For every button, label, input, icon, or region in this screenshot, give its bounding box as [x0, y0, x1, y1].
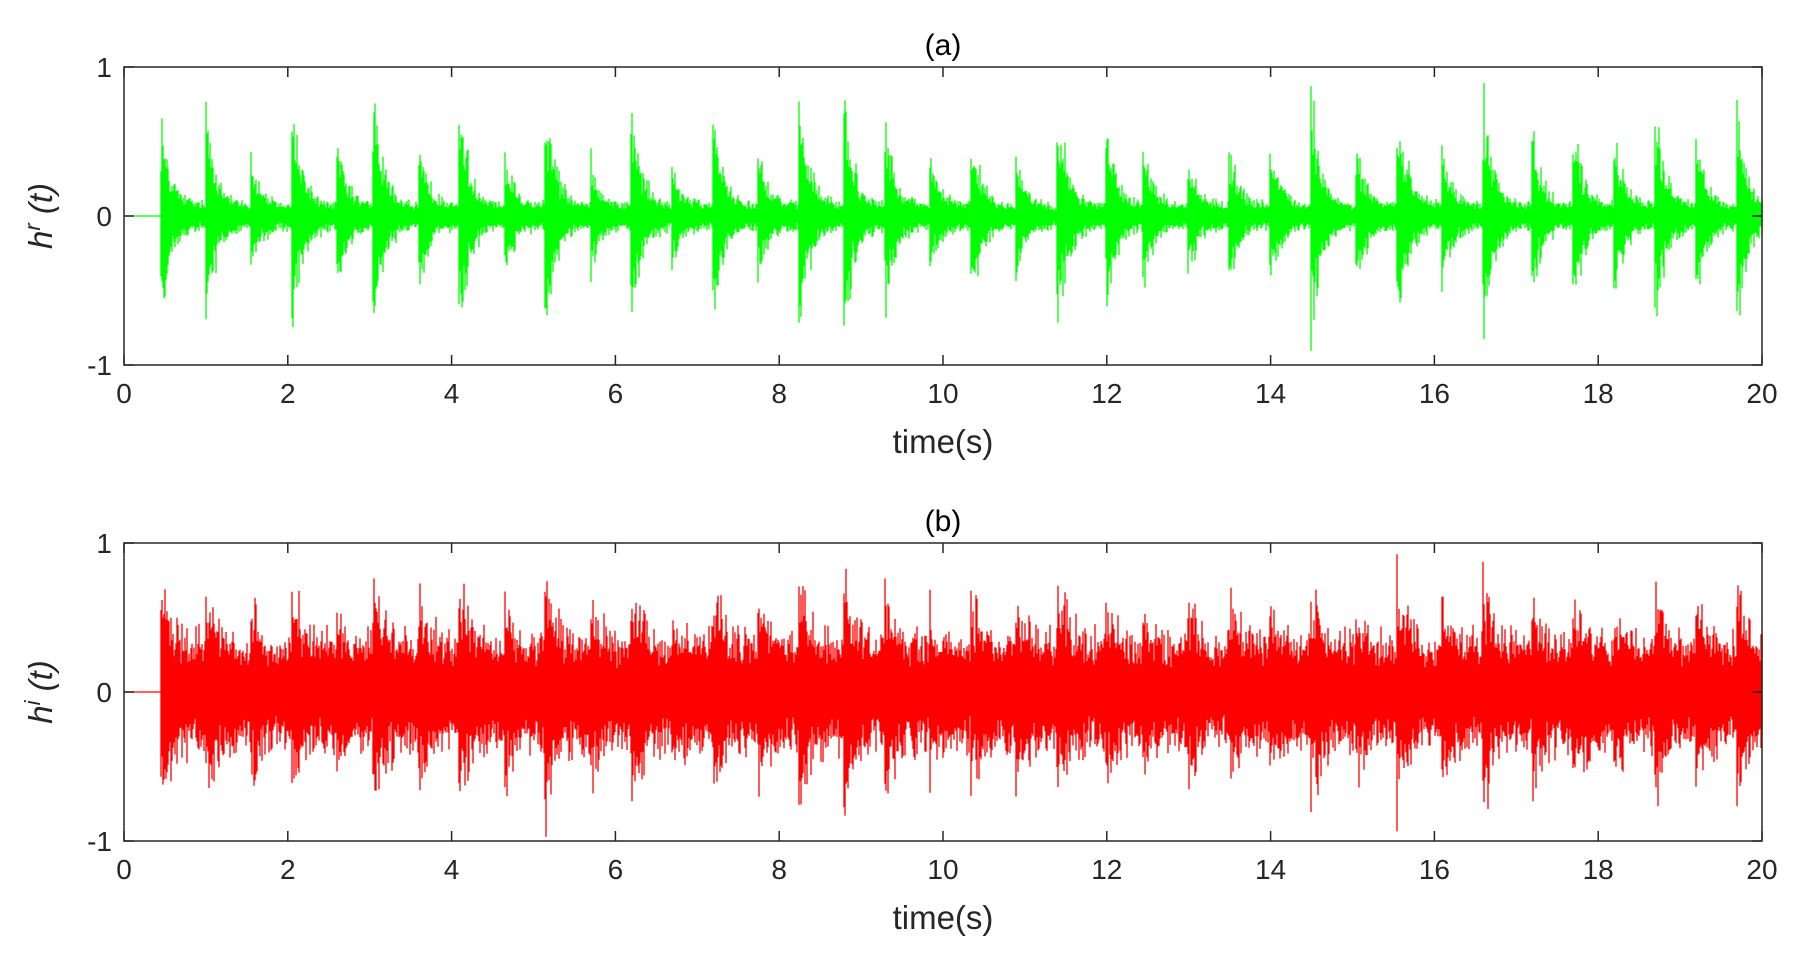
panel-b-axes	[123, 542, 1763, 842]
panel-a-y-axis-label: hr (t)	[20, 183, 60, 249]
panel-a-x-tick-label: 16	[1419, 378, 1450, 409]
panel-a-x-tick-label: 20	[1746, 378, 1777, 409]
panel-a-y-tick-label: -1	[87, 350, 112, 381]
panel-b-x-tick-label: 4	[444, 854, 460, 885]
panel-a-x-tick-label: 18	[1583, 378, 1614, 409]
panel-a-signal-path	[124, 83, 1763, 351]
panel-b-x-tick-label: 2	[280, 854, 296, 885]
panel-b-y-axis-label-superscript: i	[20, 699, 45, 705]
panel-a-x-tick-label: 6	[608, 378, 624, 409]
panel-b: (b) 0 2 4 6 8 10 12 14 16 18 20 -101 time(s) hi (t…	[20, 505, 1778, 936]
panel-a-y-axis-label-base: h	[22, 231, 59, 249]
panel-b-y-axis-label-base: h	[22, 705, 59, 723]
panel-a-x-tick-label: 8	[771, 378, 787, 409]
panel-a-x-tick-label: 4	[444, 378, 460, 409]
panel-a-y-axis-label-superscript: r	[20, 222, 45, 231]
panel-b-x-tick-label: 18	[1583, 854, 1614, 885]
panel-b-y-axis-label-rest: (t)	[22, 660, 59, 700]
panel-b-x-tick-label: 8	[771, 854, 787, 885]
panel-b-x-tick-label: 20	[1746, 854, 1777, 885]
panel-a-y-axis-label-rest: (t)	[22, 183, 59, 223]
panel-a-title: (a)	[925, 29, 962, 62]
panel-a-x-tick-label: 10	[927, 378, 958, 409]
panel-b-x-tick-labels: 0 2 4 6 8 10 12 14 16 18 20	[116, 854, 1777, 885]
panel-b-x-axis-label: time(s)	[893, 899, 994, 936]
panel-a-x-tick-labels: 0 2 4 6 8 10 12 14 16 18 20	[116, 378, 1777, 409]
panel-a-x-tick-label: 0	[116, 378, 132, 409]
panel-a-x-tick-label: 14	[1255, 378, 1286, 409]
panel-b-x-tick-label: 16	[1419, 854, 1450, 885]
panel-b-x-tick-label: 6	[608, 854, 624, 885]
panel-b-x-tick-label: 12	[1091, 854, 1122, 885]
panel-a-y-tick-label: 1	[96, 52, 112, 83]
panel-a-x-tick-label: 2	[280, 378, 296, 409]
panel-b-title: (b)	[925, 505, 962, 538]
panel-a: (a) 0 2 4 6 8 10 12 14 16 18 20 -101 time(s) hr (t…	[20, 29, 1778, 460]
panel-a-x-tick-label: 12	[1091, 378, 1122, 409]
panel-b-y-tick-label: 1	[96, 528, 112, 559]
panel-b-signal-path	[124, 554, 1763, 837]
panel-a-y-tick-labels: -1 0 1	[87, 52, 112, 381]
panel-b-y-tick-label: -1	[87, 826, 112, 857]
panel-b-y-tick-label: 0	[96, 677, 112, 708]
panel-a-axes	[123, 66, 1763, 366]
panel-b-y-tick-labels: -1 0 1	[87, 528, 112, 857]
panel-b-x-tick-label: 14	[1255, 854, 1286, 885]
panel-a-x-axis-label: time(s)	[893, 423, 994, 460]
panel-a-y-tick-label: 0	[96, 201, 112, 232]
panel-b-x-tick-label: 0	[116, 854, 132, 885]
panel-b-y-axis-label: hi (t)	[20, 660, 60, 724]
panel-b-signal-trace	[124, 554, 1763, 837]
panel-b-x-tick-label: 10	[927, 854, 958, 885]
panel-a-signal-trace	[124, 83, 1763, 351]
